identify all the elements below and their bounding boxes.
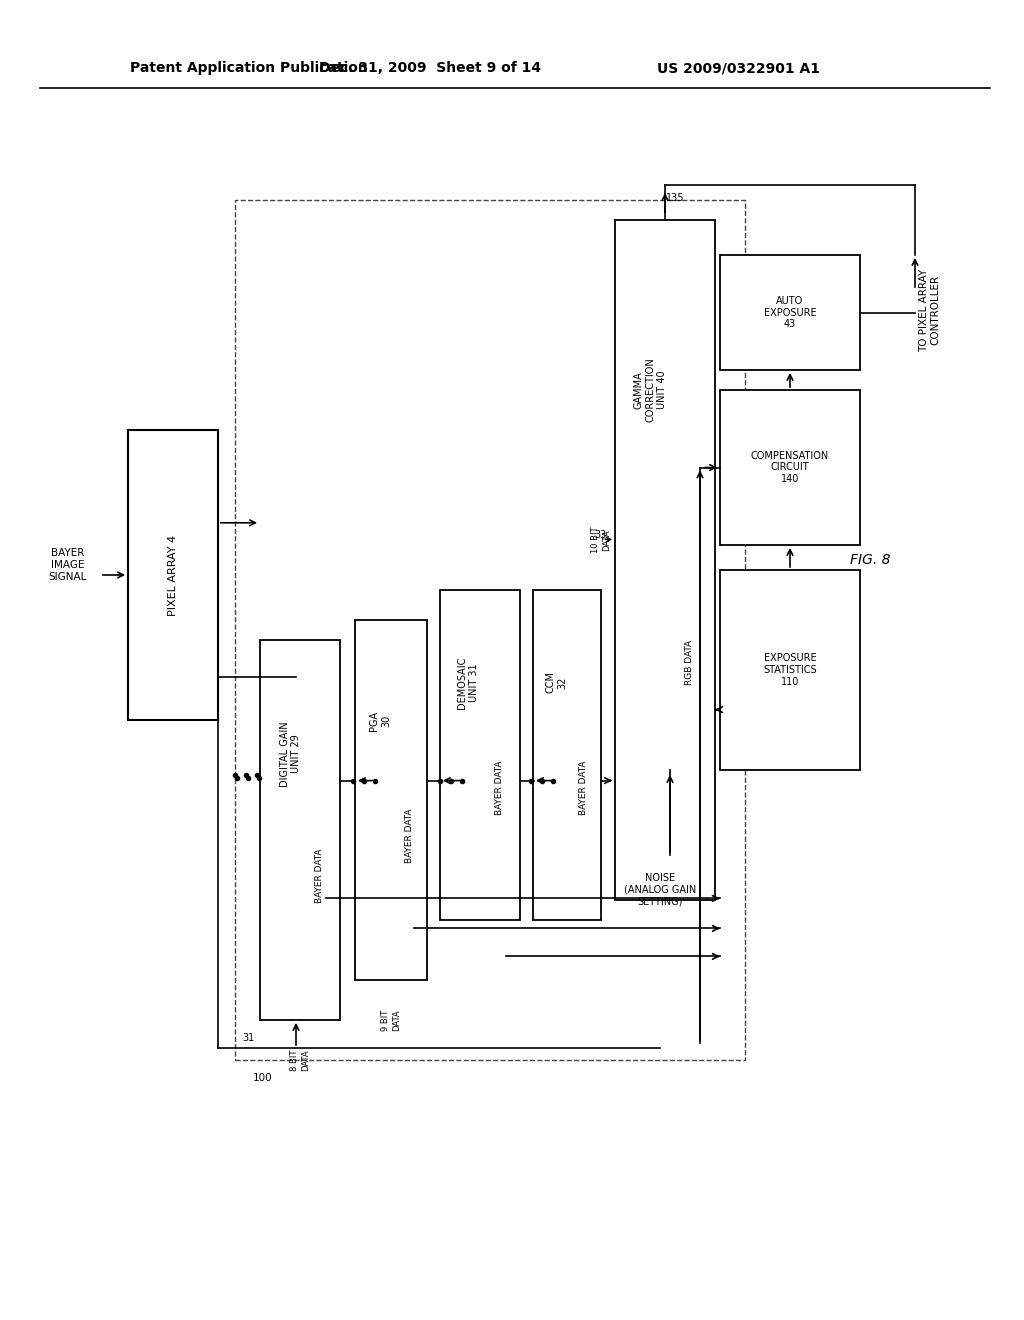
Bar [440, 590, 520, 920]
Bar [720, 389, 860, 545]
Text: 100: 100 [253, 1073, 272, 1082]
Text: Dec. 31, 2009  Sheet 9 of 14: Dec. 31, 2009 Sheet 9 of 14 [318, 61, 541, 75]
Text: BAYER DATA: BAYER DATA [404, 809, 414, 863]
Text: BAYER DATA: BAYER DATA [580, 760, 589, 816]
Text: GAMMA
CORRECTION
UNIT 40: GAMMA CORRECTION UNIT 40 [634, 358, 667, 422]
Bar [720, 255, 860, 370]
Text: AUTO
EXPOSURE
43: AUTO EXPOSURE 43 [764, 296, 816, 329]
Bar [534, 590, 601, 920]
Bar [720, 570, 860, 770]
Text: RGB DATA: RGB DATA [685, 639, 694, 685]
Text: COMPENSATION
CIRCUIT
140: COMPENSATION CIRCUIT 140 [751, 451, 829, 484]
Text: 31: 31 [243, 1034, 255, 1043]
Text: PGA
30: PGA 30 [370, 710, 391, 731]
Bar [260, 640, 340, 1020]
Bar [128, 430, 218, 719]
Bar [234, 201, 745, 1060]
Text: BAYER DATA: BAYER DATA [496, 760, 505, 816]
Text: BAYER
IMAGE
SIGNAL: BAYER IMAGE SIGNAL [49, 548, 87, 582]
Text: Patent Application Publication: Patent Application Publication [130, 61, 368, 75]
Text: 10 BIT
DATA: 10 BIT DATA [591, 527, 610, 553]
Text: DEMOSAIC
UNIT 31: DEMOSAIC UNIT 31 [457, 656, 479, 709]
Text: US 2009/0322901 A1: US 2009/0322901 A1 [657, 61, 820, 75]
Text: CCM
32: CCM 32 [546, 672, 567, 693]
Text: EXPOSURE
STATISTICS
110: EXPOSURE STATISTICS 110 [763, 653, 817, 686]
Text: NOISE
(ANALOG GAIN
SETTING): NOISE (ANALOG GAIN SETTING) [624, 874, 696, 907]
Text: FIG. 8: FIG. 8 [850, 553, 890, 568]
Text: 9 BIT
DATA: 9 BIT DATA [381, 1010, 400, 1031]
Text: TO PIXEL ARRAY
CONTROLLER: TO PIXEL ARRAY CONTROLLER [920, 268, 941, 351]
Text: PIXEL ARRAY 4: PIXEL ARRAY 4 [168, 535, 178, 615]
Bar [355, 620, 427, 979]
Text: BAYER DATA: BAYER DATA [315, 849, 325, 903]
Text: DIGITAL GAIN
UNIT 29: DIGITAL GAIN UNIT 29 [280, 721, 301, 787]
Text: 135: 135 [666, 193, 684, 203]
Text: 33: 33 [594, 531, 606, 540]
Text: 8 BIT
DATA: 8 BIT DATA [290, 1049, 309, 1071]
Bar [615, 220, 715, 900]
